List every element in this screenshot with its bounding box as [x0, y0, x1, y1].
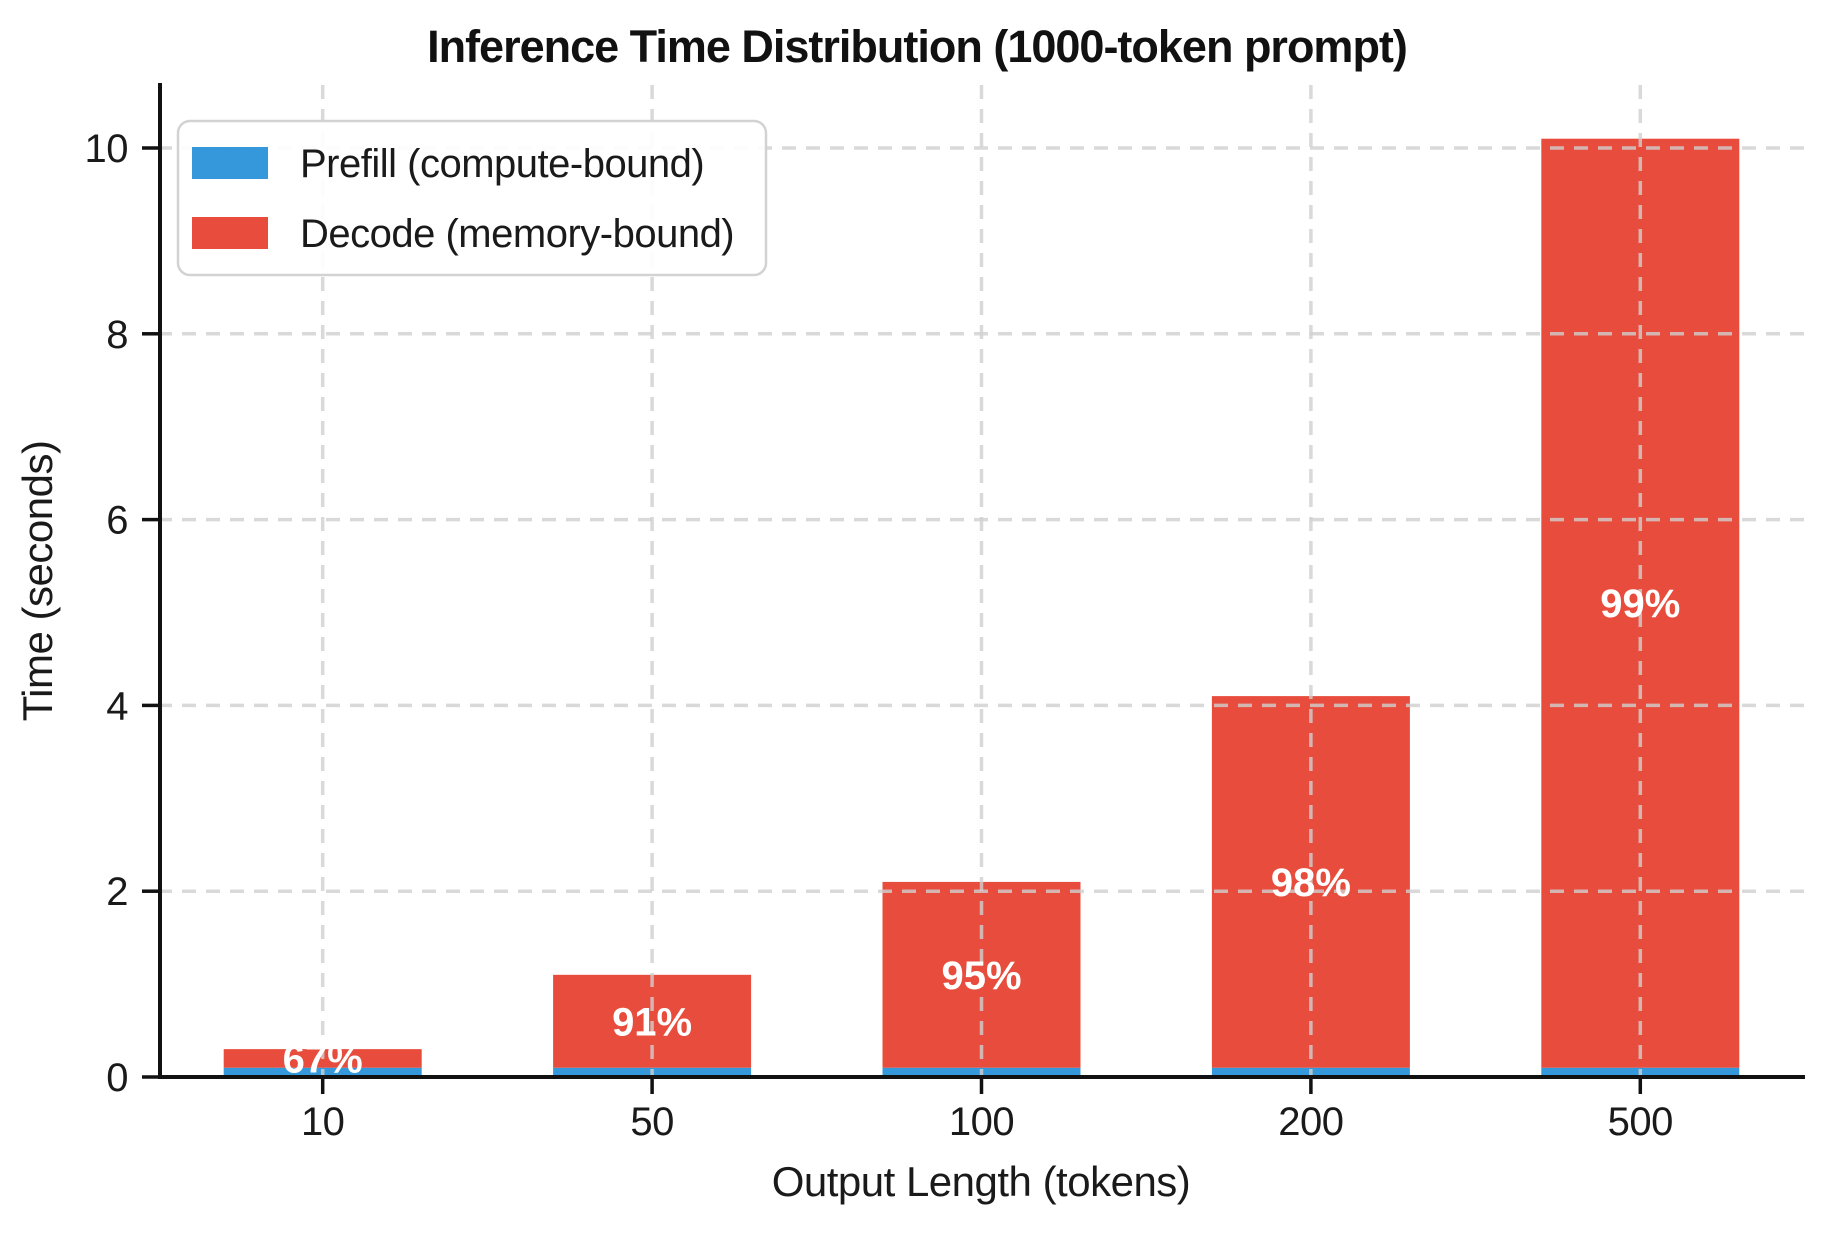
y-tick-label-2: 2	[106, 870, 128, 914]
y-tick-label-10: 10	[85, 127, 129, 171]
x-tick-label-50: 50	[630, 1100, 674, 1144]
axes-layer	[142, 83, 1805, 1094]
x-tick-label-10: 10	[301, 1100, 345, 1144]
bar-percent-label-100: 95%	[941, 954, 1021, 998]
x-axis-label: Output Length (tokens)	[772, 1158, 1191, 1205]
x-tick-label-100: 100	[949, 1100, 1014, 1144]
bar-percent-label-200: 98%	[1271, 861, 1351, 905]
y-tick-label-4: 4	[106, 684, 128, 728]
legend: Prefill (compute-bound) Decode (memory-b…	[176, 119, 768, 277]
labels-layer: 0 2 4 6 8 10 10 50 100 200 500 67% 91% 95% 98% 99%	[85, 127, 1681, 1144]
bar-percent-label-10: 67%	[283, 1037, 363, 1081]
legend-swatch-decode	[192, 217, 268, 249]
y-axis-label: Time (seconds)	[14, 441, 61, 722]
y-tick-label-8: 8	[106, 313, 128, 357]
bar-percent-label-500: 99%	[1600, 582, 1680, 626]
x-tick-label-500: 500	[1608, 1100, 1673, 1144]
legend-label-prefill: Prefill (compute-bound)	[300, 142, 704, 186]
y-tick-label-0: 0	[106, 1056, 128, 1100]
bar-percent-label-50: 91%	[612, 1000, 692, 1044]
legend-swatch-prefill	[192, 147, 268, 179]
x-tick-label-200: 200	[1278, 1100, 1343, 1144]
legend-label-decode: Decode (memory-bound)	[300, 212, 734, 256]
chart-title: Inference Time Distribution (1000-token …	[427, 21, 1407, 72]
legend-box	[176, 119, 768, 277]
grid-layer	[158, 85, 1805, 1077]
y-tick-label-6: 6	[106, 499, 128, 543]
